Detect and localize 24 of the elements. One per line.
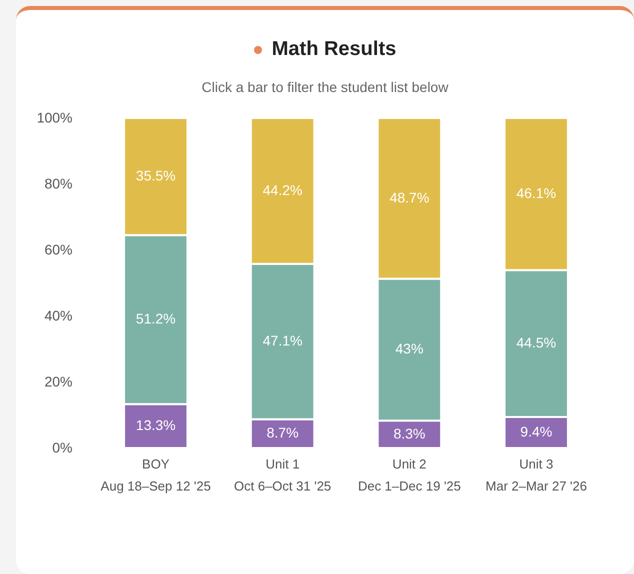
y-tick-label: 60%	[44, 242, 72, 258]
data-label: 35.5%	[136, 168, 176, 184]
data-label: 48.7%	[390, 189, 430, 206]
data-label: 46.1%	[516, 185, 556, 202]
data-label: 43%	[395, 340, 424, 357]
chart-title: Math Results	[272, 38, 396, 61]
data-label: 8.3%	[393, 425, 426, 442]
data-label: 51.2%	[136, 310, 176, 327]
x-tick-label: Unit 3 Mar 2–Mar 27 '26	[486, 456, 587, 494]
data-label: 47.1%	[262, 332, 302, 349]
y-tick-label: 40%	[44, 308, 72, 324]
data-label: 8.7%	[266, 424, 299, 441]
y-tick-label: 100%	[36, 110, 72, 126]
y-tick-label: 0%	[52, 440, 72, 456]
y-tick-label: 20%	[44, 374, 72, 390]
chart-subtitle: Click a bar to filter the student list below	[200, 79, 450, 95]
data-label: 13.3%	[136, 417, 176, 434]
x-tick-label: Unit 2 Dec 1–Dec 19 '25	[358, 456, 461, 494]
x-tick-label: Unit 1 Oct 6–Oct 31 '25	[234, 456, 332, 494]
y-tick-label: 80%	[44, 176, 72, 192]
data-label: 44.5%	[516, 334, 556, 351]
data-label: 44.2%	[262, 182, 302, 198]
data-label: 9.4%	[520, 423, 552, 440]
x-tick-label: BOY Aug 18–Sep 12 '25	[100, 456, 211, 494]
